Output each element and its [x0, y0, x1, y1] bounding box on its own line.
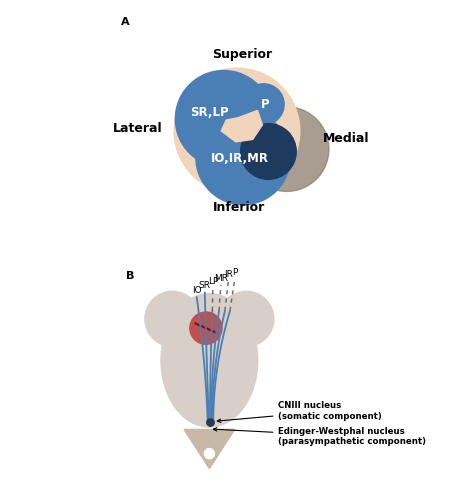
Circle shape	[243, 84, 284, 125]
Circle shape	[207, 419, 214, 426]
Circle shape	[204, 449, 214, 459]
Text: B: B	[127, 271, 135, 281]
Text: MR: MR	[214, 274, 228, 283]
Polygon shape	[221, 110, 263, 142]
Text: P: P	[232, 268, 237, 277]
Text: LP: LP	[208, 277, 218, 286]
Circle shape	[174, 68, 300, 194]
Text: Inferior: Inferior	[213, 201, 265, 214]
Text: Lateral: Lateral	[113, 122, 163, 135]
Circle shape	[145, 291, 200, 347]
Circle shape	[175, 71, 272, 167]
Text: IO,IR,MR: IO,IR,MR	[210, 152, 268, 165]
Text: SR,LP: SR,LP	[190, 106, 228, 119]
Polygon shape	[184, 429, 235, 469]
Circle shape	[241, 123, 296, 179]
Text: IO: IO	[192, 286, 201, 295]
Circle shape	[219, 291, 274, 347]
Text: Edinger-Westphal nucleus
(parasympathetic component): Edinger-Westphal nucleus (parasympatheti…	[213, 427, 427, 446]
Text: P: P	[261, 98, 269, 111]
Text: CNIII nucleus
(somatic component): CNIII nucleus (somatic component)	[217, 401, 382, 422]
Circle shape	[196, 110, 290, 205]
Text: Medial: Medial	[322, 132, 369, 145]
Text: SR: SR	[199, 281, 211, 290]
Circle shape	[190, 312, 222, 344]
Ellipse shape	[161, 294, 258, 427]
Text: IR: IR	[224, 270, 233, 279]
Circle shape	[244, 107, 329, 192]
Text: Superior: Superior	[212, 48, 272, 61]
Text: A: A	[121, 17, 129, 27]
